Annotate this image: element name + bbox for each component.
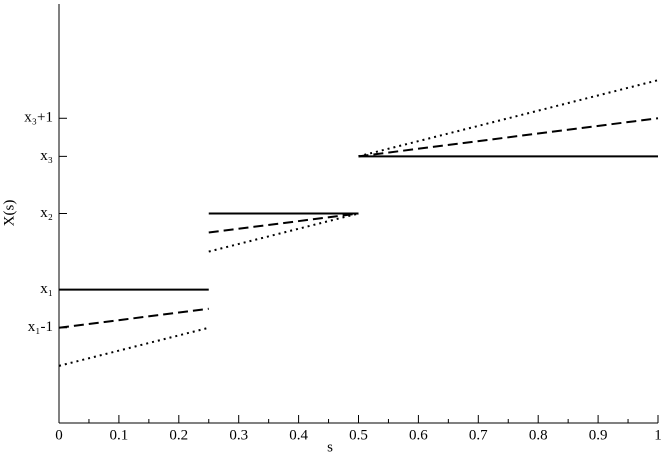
series-line — [59, 155, 658, 291]
x-tick-label: 0.7 — [469, 427, 488, 443]
x-tick-label: 0.3 — [229, 427, 248, 443]
y-tick-label: x₁-1 — [28, 319, 53, 335]
y-tick-label: x₁ — [40, 281, 53, 297]
x-tick-label: 0.8 — [529, 427, 548, 443]
x-tick-label: 0.5 — [349, 427, 368, 443]
x-axis-label: s — [327, 439, 333, 455]
y-axis-label: X(s) — [1, 200, 17, 227]
series-line — [58, 79, 659, 367]
x-tick-label: 0.9 — [589, 427, 608, 443]
y-tick-label: x₃+1 — [24, 110, 53, 126]
x-tick-label: 0.6 — [409, 427, 428, 443]
series-line — [58, 117, 659, 329]
x-tick-label: 0.1 — [110, 427, 129, 443]
y-tick-label: x₃ — [40, 148, 53, 164]
x-tick-label: 1 — [654, 427, 662, 443]
y-tick-label: x₂ — [40, 205, 53, 221]
x-tick-label: 0.2 — [169, 427, 188, 443]
x-tick-label: 0.4 — [289, 427, 308, 443]
x-tick-label: 0 — [55, 427, 63, 443]
